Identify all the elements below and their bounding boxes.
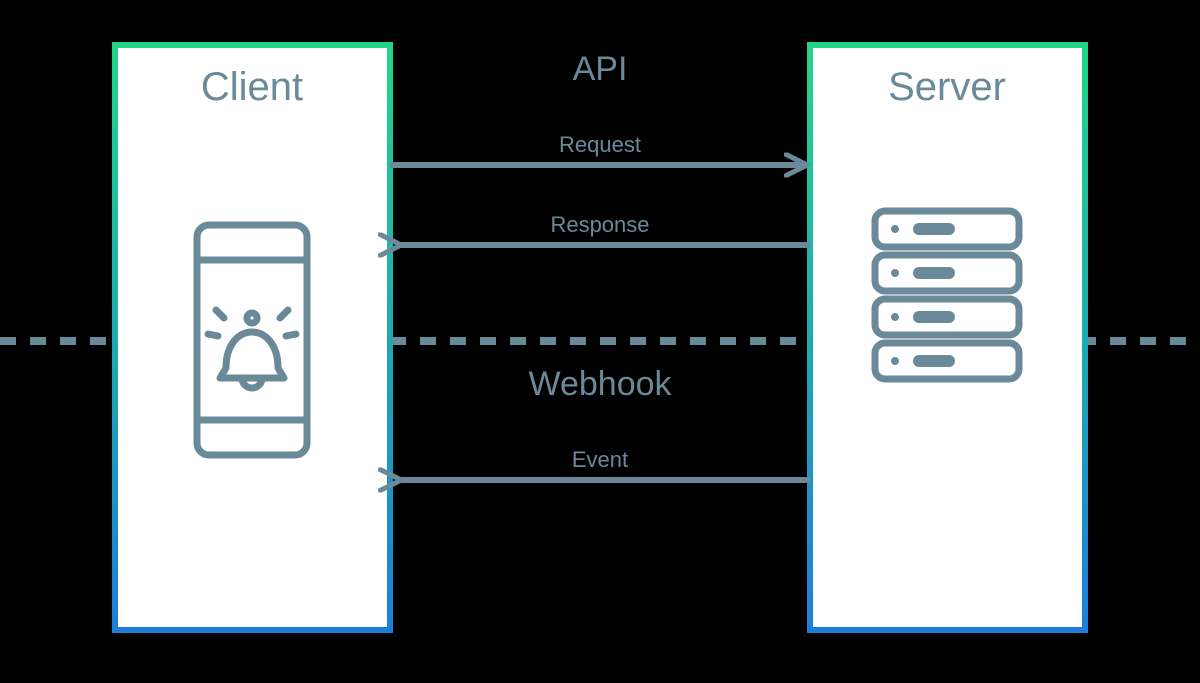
server-node: Server [810, 45, 1085, 630]
api-heading: API [573, 50, 628, 88]
server-label: Server [888, 65, 1006, 109]
client-node: Client [115, 45, 390, 630]
response-arrow: Response [397, 212, 810, 245]
webhook-heading: Webhook [528, 365, 672, 403]
diagram-canvas: Client Server [0, 0, 1200, 683]
request-label: Request [559, 132, 641, 157]
event-label: Event [572, 447, 628, 472]
client-label: Client [201, 65, 303, 109]
event-arrow: Event [397, 447, 810, 480]
response-label: Response [550, 212, 649, 237]
client-box [115, 45, 390, 630]
request-arrow: Request [390, 132, 803, 165]
diagram-svg: Client Server [0, 0, 1200, 683]
